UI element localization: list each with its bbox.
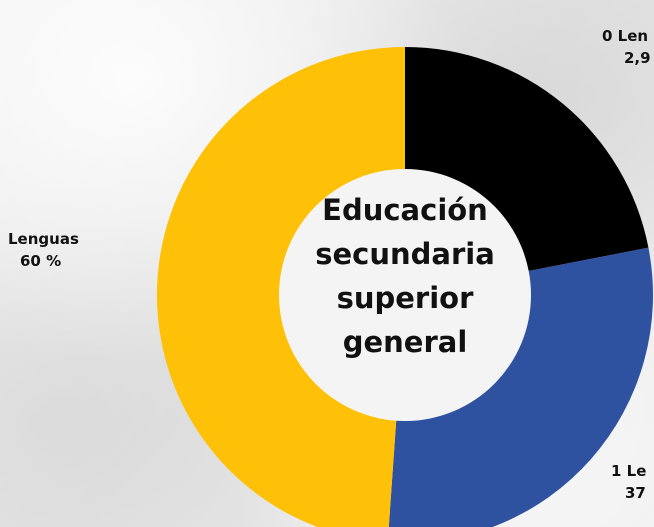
slice-label-2-lenguas: Lenguas 60 %	[8, 228, 79, 272]
slice-label-1-lengua: 1 Le 37	[611, 460, 646, 504]
slice-label-0-value: 2,9	[624, 49, 651, 67]
slice-label-0-name: 0 Len	[602, 27, 649, 45]
center-title: Educación secundaria superior general	[290, 188, 520, 364]
center-title-line-3: superior	[336, 281, 474, 315]
slice-label-2-name: Lenguas	[8, 230, 79, 248]
donut-hole	[279, 169, 531, 421]
slice-label-0-lenguas: 0 Len 2,9	[602, 25, 651, 69]
center-title-line-1: Educación	[322, 193, 488, 227]
slice-label-1-name: 1 Le	[611, 462, 647, 480]
center-title-line-4: general	[342, 325, 468, 359]
center-title-line-2: secundaria	[315, 237, 495, 271]
slice-label-1-value: 37	[625, 484, 646, 502]
slice-label-2-value: 60 %	[20, 252, 62, 270]
